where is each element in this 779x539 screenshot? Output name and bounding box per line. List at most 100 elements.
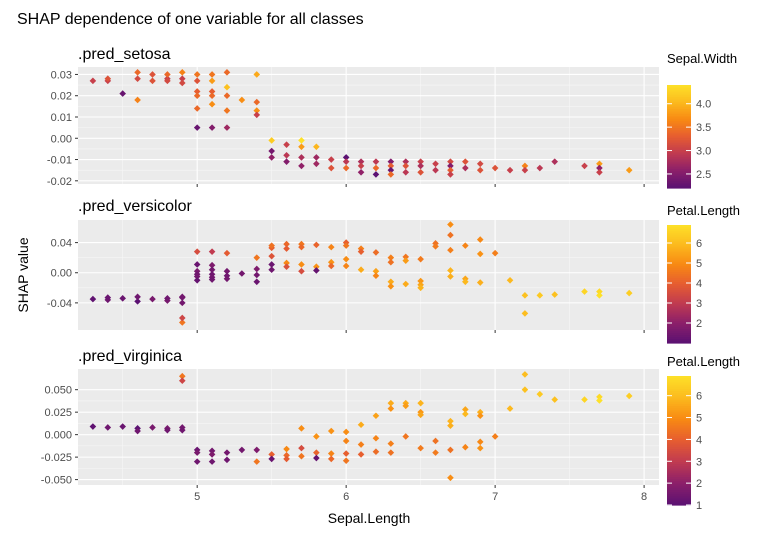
data-point: [253, 107, 261, 114]
data-point: [134, 75, 141, 82]
data-point: [417, 162, 424, 170]
data-point: [178, 75, 186, 82]
data-point: [417, 284, 424, 292]
legend-colorbar-segment: [667, 225, 691, 228]
data-point: [447, 158, 454, 165]
data-point: [149, 77, 156, 85]
data-point: [268, 455, 275, 463]
data-point: [462, 242, 469, 249]
legend-colorbar-segment: [667, 258, 691, 261]
data-point: [447, 221, 454, 228]
legend-colorbar-segment: [667, 457, 691, 461]
data-point: [417, 277, 424, 285]
legend-colorbar-segment: [667, 464, 691, 467]
data-point: [432, 243, 439, 250]
data-point: [372, 272, 380, 280]
legend-colorbar-segment: [667, 423, 691, 427]
data-point: [253, 98, 261, 106]
panel-background: [78, 220, 659, 330]
data-point: [447, 162, 454, 170]
legend-colorbar-segment: [667, 244, 691, 248]
data-point: [223, 249, 231, 257]
data-point: [417, 158, 424, 165]
data-point: [342, 428, 350, 436]
legend-colorbar-segment: [667, 109, 691, 112]
data-point: [298, 162, 305, 170]
data-point: [625, 166, 633, 174]
x-tick-label: 8: [641, 491, 647, 503]
legend-colorbar-segment: [667, 103, 691, 107]
data-point: [521, 292, 529, 299]
data-point: [476, 160, 484, 168]
data-point: [581, 162, 588, 170]
y-tick-label: -0.025: [41, 452, 72, 464]
legend-colorbar-segment: [667, 489, 691, 493]
data-point: [134, 298, 141, 305]
data-point: [372, 412, 380, 420]
legend-colorbar-segment: [667, 293, 691, 297]
data-point: [357, 441, 365, 448]
data-point: [536, 390, 544, 398]
legend-colorbar-segment: [667, 317, 691, 320]
legend-colorbar-segment: [667, 301, 691, 305]
data-point: [402, 253, 410, 261]
data-point: [164, 71, 171, 78]
legend-colorbar-segment: [667, 250, 691, 254]
data-point: [89, 295, 97, 303]
x-tick-label: 5: [194, 491, 200, 503]
legend-tick-label: 3.0: [696, 146, 711, 158]
data-point: [447, 273, 454, 280]
data-point: [208, 266, 216, 274]
data-point: [357, 248, 365, 255]
data-point: [193, 77, 201, 85]
data-point: [506, 276, 514, 284]
data-point: [298, 261, 305, 268]
data-point: [253, 265, 261, 273]
legend-colorbar-segment: [667, 483, 691, 487]
data-point: [193, 92, 201, 100]
legend-colorbar-segment: [667, 297, 691, 301]
legend-colorbar-segment: [667, 376, 691, 379]
legend-colorbar-segment: [667, 169, 691, 172]
data-point: [208, 71, 216, 78]
legend-colorbar-segment: [667, 287, 691, 291]
legend-colorbar-segment: [667, 102, 691, 105]
data-point: [432, 166, 439, 174]
data-point: [283, 240, 290, 248]
y-tick-label: -0.04: [47, 298, 72, 310]
data-point: [104, 75, 112, 82]
legend-colorbar-segment: [667, 427, 691, 431]
legend-colorbar-segment: [667, 228, 691, 232]
legend-colorbar-segment: [667, 175, 691, 179]
y-tick-label: -0.050: [41, 475, 72, 487]
data-point: [372, 158, 380, 165]
legend-colorbar-segment: [667, 158, 691, 162]
legend-colorbar-segment: [667, 311, 691, 315]
data-point: [551, 158, 559, 165]
data-point: [283, 452, 290, 459]
legend-colorbar-segment: [667, 339, 691, 342]
data-point: [223, 449, 231, 456]
data-point: [462, 278, 469, 286]
legend-colorbar-segment: [667, 315, 691, 319]
data-point: [387, 449, 395, 456]
data-point: [372, 164, 380, 172]
legend-tick-label: 4.0: [696, 99, 711, 111]
data-point: [596, 169, 603, 176]
data-point: [193, 124, 201, 131]
data-point: [581, 396, 588, 403]
legend-colorbar-segment: [667, 240, 691, 244]
legend-colorbar-segment: [667, 431, 691, 435]
legend-tick-label: 1: [696, 500, 702, 512]
legend-tick-label: 3.5: [696, 122, 711, 134]
legend-colorbar-segment: [667, 145, 691, 148]
data-point: [298, 444, 305, 452]
panel-title: .pred_virginica: [78, 348, 182, 365]
legend-colorbar-segment: [667, 329, 691, 332]
data-point: [208, 124, 216, 131]
data-point: [253, 111, 261, 119]
data-point: [164, 77, 171, 85]
data-point: [193, 449, 201, 456]
data-point: [342, 262, 350, 270]
data-point: [268, 252, 275, 260]
